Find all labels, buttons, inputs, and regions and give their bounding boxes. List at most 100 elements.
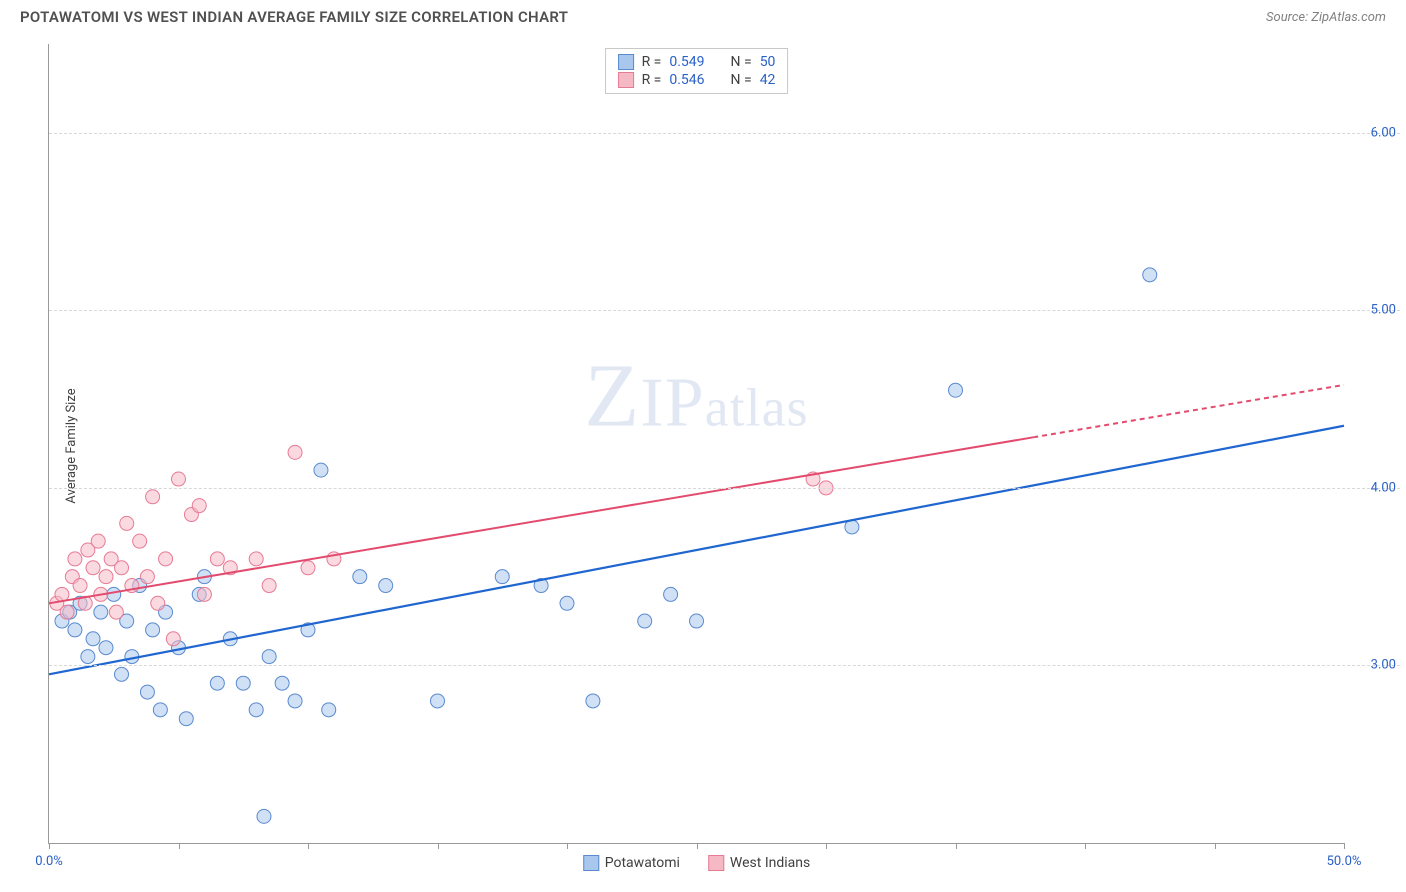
legend-label: West Indians — [730, 855, 810, 871]
data-point — [115, 667, 129, 681]
data-point — [262, 579, 276, 593]
legend-swatch — [583, 855, 599, 871]
data-point — [586, 694, 600, 708]
data-point — [68, 623, 82, 637]
x-tick — [956, 843, 957, 849]
legend-item: Potawatomi — [583, 855, 680, 871]
gridline — [49, 665, 1400, 666]
data-point — [133, 534, 147, 548]
data-point — [140, 570, 154, 584]
legend-swatch — [708, 855, 724, 871]
data-point — [322, 703, 336, 717]
data-point — [257, 809, 271, 823]
data-point — [146, 490, 160, 504]
data-point — [140, 685, 154, 699]
y-tick-label: 3.00 — [1371, 658, 1396, 673]
data-point — [1143, 268, 1157, 282]
legend-swatch — [618, 54, 634, 70]
legend-label: Potawatomi — [605, 855, 680, 871]
stats-legend-box: R = 0.549 N = 50 R = 0.546 N = 42 — [605, 48, 789, 94]
data-point — [68, 552, 82, 566]
data-point — [146, 623, 160, 637]
x-tick — [438, 843, 439, 849]
data-point — [86, 632, 100, 646]
n-value: 42 — [760, 72, 776, 88]
data-point — [949, 383, 963, 397]
gridline — [49, 133, 1400, 134]
stats-row: R = 0.546 N = 42 — [618, 71, 776, 89]
gridline — [49, 310, 1400, 311]
x-tick — [697, 843, 698, 849]
n-value: 50 — [760, 54, 776, 70]
data-point — [166, 632, 180, 646]
data-point — [495, 570, 509, 584]
data-point — [249, 552, 263, 566]
x-tick — [1085, 843, 1086, 849]
trend-line — [49, 426, 1344, 675]
data-point — [638, 614, 652, 628]
x-tick — [179, 843, 180, 849]
chart-plot-area: ZIPatlas R =0.549N =50R =0.546N =42 Pota… — [48, 44, 1344, 844]
data-point — [288, 445, 302, 459]
r-label: R = — [642, 72, 662, 88]
data-point — [107, 587, 121, 601]
data-point — [210, 552, 224, 566]
data-point — [151, 596, 165, 610]
data-point — [664, 587, 678, 601]
data-point — [353, 570, 367, 584]
data-point — [115, 561, 129, 575]
legend-swatch — [618, 72, 634, 88]
data-point — [314, 463, 328, 477]
data-point — [73, 579, 87, 593]
x-tick — [1344, 843, 1345, 849]
data-point — [192, 499, 206, 513]
r-value: 0.549 — [669, 54, 704, 70]
x-tick-label: 0.0% — [35, 854, 63, 869]
data-point — [120, 516, 134, 530]
data-point — [81, 650, 95, 664]
x-tick — [308, 843, 309, 849]
series-legend: Potawatomi West Indians — [583, 855, 811, 871]
chart-title: POTAWATOMI VS WEST INDIAN AVERAGE FAMILY… — [20, 8, 568, 26]
data-point — [210, 676, 224, 690]
data-point — [560, 596, 574, 610]
data-point — [94, 605, 108, 619]
y-tick-label: 5.00 — [1371, 303, 1396, 318]
data-point — [275, 676, 289, 690]
stats-row: R = 0.549 N = 50 — [618, 53, 776, 71]
scatter-plot-svg — [49, 44, 1344, 843]
x-tick — [567, 843, 568, 849]
data-point — [236, 676, 250, 690]
trend-line-dashed — [1033, 385, 1344, 437]
data-point — [159, 552, 173, 566]
data-point — [262, 650, 276, 664]
n-label: N = — [731, 72, 752, 88]
legend-item: West Indians — [708, 855, 810, 871]
y-tick-label: 4.00 — [1371, 480, 1396, 495]
data-point — [179, 712, 193, 726]
data-point — [86, 561, 100, 575]
data-point — [172, 472, 186, 486]
data-point — [60, 605, 74, 619]
data-point — [91, 534, 105, 548]
r-label: R = — [642, 54, 662, 70]
n-label: N = — [731, 54, 752, 70]
data-point — [431, 694, 445, 708]
data-point — [288, 694, 302, 708]
x-tick — [1215, 843, 1216, 849]
data-point — [197, 587, 211, 601]
y-tick-label: 6.00 — [1371, 125, 1396, 140]
data-point — [153, 703, 167, 717]
data-point — [99, 570, 113, 584]
x-tick — [49, 843, 50, 849]
data-point — [99, 641, 113, 655]
gridline — [49, 488, 1400, 489]
data-point — [690, 614, 704, 628]
data-point — [301, 561, 315, 575]
data-point — [249, 703, 263, 717]
x-tick — [826, 843, 827, 849]
data-point — [379, 579, 393, 593]
source-attribution: Source: ZipAtlas.com — [1266, 10, 1386, 25]
r-value: 0.546 — [669, 72, 704, 88]
data-point — [109, 605, 123, 619]
